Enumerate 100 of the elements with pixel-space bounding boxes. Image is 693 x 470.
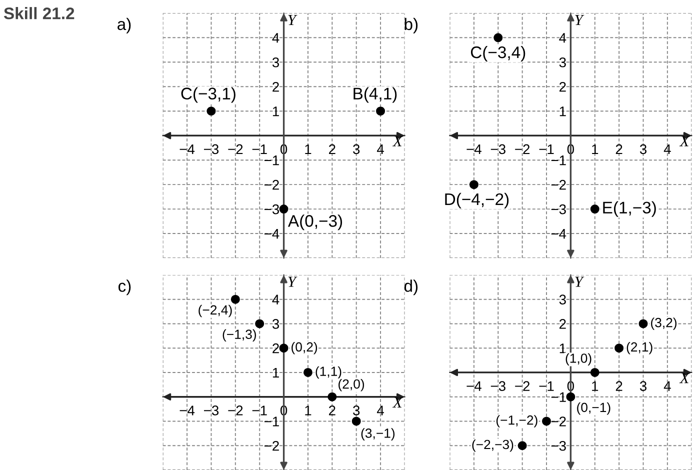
- annotation: A(0,−3): [288, 214, 342, 230]
- y-tick-label: 1: [272, 368, 279, 378]
- x-tick-label: 4: [664, 144, 671, 154]
- annotation: (2,0): [338, 379, 364, 392]
- chart-title: b): [404, 18, 418, 34]
- point: [279, 344, 288, 353]
- x-tick-label: −4: [466, 381, 482, 391]
- y-tick-label: −2: [551, 180, 566, 190]
- x-tick-label: 4: [376, 144, 384, 154]
- x-axis-title: X: [679, 136, 690, 146]
- point: [638, 319, 648, 328]
- x-axis-title: X: [679, 373, 690, 384]
- x-tick-label: 4: [376, 406, 384, 416]
- y-axis-title: Y: [575, 14, 584, 25]
- x-tick-label: 3: [353, 406, 360, 416]
- x-tick-label: −2: [228, 144, 243, 154]
- y-tick-label: 2: [559, 82, 566, 92]
- x-tick-label: −1: [539, 144, 554, 154]
- y-tick-label: 4: [272, 294, 280, 304]
- x-tick-label: −1: [539, 381, 554, 391]
- x-tick-label: 1: [592, 381, 598, 391]
- x-axis-title: X: [392, 397, 403, 408]
- point: [590, 368, 600, 377]
- y-axis-title: Y: [288, 276, 298, 287]
- x-tick-label: −1: [252, 144, 267, 154]
- y-tick-label: −3: [551, 204, 566, 214]
- x-tick-label: −1: [252, 406, 267, 416]
- chart-title: a): [118, 18, 131, 34]
- x-tick-label: 2: [328, 406, 336, 416]
- point: [255, 319, 264, 328]
- annotation: (0,2): [292, 342, 318, 354]
- y-tick-label: −1: [551, 156, 566, 166]
- point: [303, 368, 312, 377]
- x-tick-label: −2: [515, 381, 530, 391]
- x-tick-label: −4: [466, 144, 482, 154]
- y-tick-label: 1: [272, 106, 279, 116]
- y-tick-label: −2: [264, 180, 279, 190]
- y-tick-label: 3: [272, 57, 280, 68]
- annotation: (3,−1): [361, 428, 395, 440]
- x-tick-label: −4: [180, 144, 195, 154]
- y-tick-label: 2: [272, 343, 279, 354]
- point: [590, 204, 600, 214]
- x-tick-label: −2: [515, 144, 530, 154]
- y-tick-label: −1: [264, 156, 279, 166]
- x-tick-label: 3: [353, 144, 360, 154]
- annotation: (−2,−3): [472, 439, 514, 452]
- x-tick-label: −3: [204, 406, 219, 416]
- x-tick-label: −4: [180, 406, 195, 416]
- annotation: E(1,−3): [603, 201, 656, 217]
- annotation: (0,−1): [577, 402, 610, 415]
- x-tick-label: 1: [305, 144, 312, 154]
- point: [352, 416, 361, 426]
- y-tick-label: 4: [272, 33, 280, 43]
- y-tick-label: −2: [551, 416, 566, 426]
- x-tick-label: −3: [490, 144, 506, 154]
- y-tick-label: 2: [559, 319, 566, 329]
- x-tick-label: −3: [204, 144, 219, 154]
- x-tick-label: 1: [305, 406, 312, 416]
- y-tick-label: 1: [560, 106, 566, 116]
- y-tick-label: −4: [551, 229, 566, 239]
- x-tick-label: 2: [328, 144, 336, 154]
- y-tick-label: 4: [559, 33, 566, 43]
- x-tick-label: 2: [616, 381, 622, 391]
- point: [494, 33, 503, 42]
- annotation: (3,2): [651, 318, 676, 330]
- x-tick-label: −2: [228, 406, 243, 416]
- text: Skill 21.2: [4, 7, 74, 20]
- x-tick-label: −3: [490, 381, 506, 392]
- x-tick-label: 3: [640, 381, 646, 392]
- annotation: (2,1): [626, 342, 652, 354]
- point: [328, 392, 337, 402]
- point: [230, 294, 240, 304]
- y-tick-label: −1: [264, 416, 279, 426]
- x-tick-label: 1: [592, 144, 598, 154]
- annotation: B(4,1): [354, 87, 397, 103]
- y-tick-label: 3: [272, 319, 280, 329]
- y-tick-label: 2: [272, 82, 279, 92]
- annotation: C(−3,4): [470, 46, 526, 62]
- annotation: D(−4,−2): [445, 192, 509, 208]
- annotation: C(−3,1): [181, 87, 236, 103]
- point: [518, 441, 527, 450]
- x-tick-label: 3: [640, 144, 646, 154]
- x-axis-title: X: [392, 136, 403, 146]
- y-tick-label: −3: [551, 440, 566, 451]
- y-tick-label: −4: [264, 229, 280, 239]
- y-tick-label: 1: [560, 344, 566, 354]
- y-tick-label: −3: [264, 204, 280, 214]
- chart-title: d): [404, 280, 418, 296]
- x-tick-label: 2: [616, 144, 622, 154]
- point: [566, 392, 576, 402]
- x-tick-label: 4: [664, 381, 671, 391]
- point: [614, 344, 624, 353]
- y-tick-label: 3: [559, 57, 566, 68]
- y-axis-title: Y: [575, 276, 584, 287]
- point: [469, 180, 478, 190]
- point: [542, 416, 551, 426]
- y-tick-label: −2: [264, 440, 279, 451]
- chart-title: c): [118, 280, 131, 296]
- y-tick-label: 3: [559, 294, 566, 304]
- annotation: (1,0): [566, 353, 592, 366]
